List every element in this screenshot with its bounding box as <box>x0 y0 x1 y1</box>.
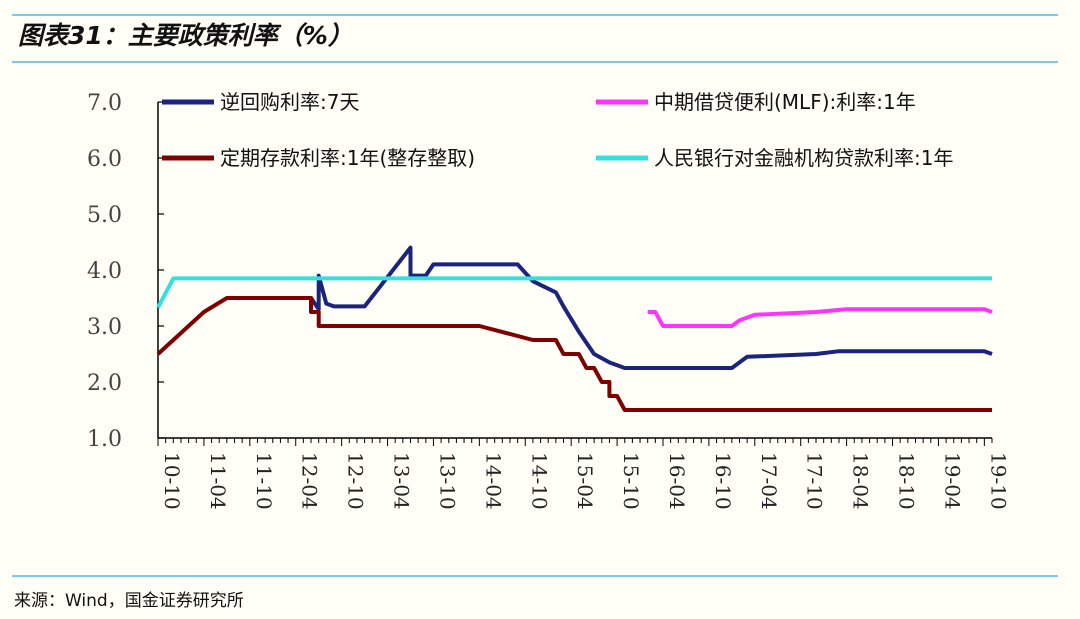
x-tick-label: 16-10 <box>711 452 735 510</box>
y-tick-label: 6.0 <box>87 147 122 172</box>
x-tick-label: 18-10 <box>895 452 919 510</box>
x-tick-label: 11-10 <box>252 452 276 510</box>
y-tick-label: 2.0 <box>87 371 122 396</box>
y-tick-label: 4.0 <box>87 259 122 284</box>
chart-title: 图表31：主要政策利率（%） <box>18 21 353 50</box>
series-line-2 <box>647 307 993 328</box>
x-tick-label: 15-04 <box>573 452 597 510</box>
series-line-4 <box>156 276 992 309</box>
x-tick-label: 12-04 <box>298 452 322 510</box>
x-tick-label: 14-04 <box>481 452 505 510</box>
legend-label-4: 人民银行对金融机构贷款利率:1年 <box>654 146 953 170</box>
x-tick-label: 19-10 <box>986 452 1010 510</box>
x-tick-label: 13-04 <box>390 452 414 510</box>
x-tick-label: 15-10 <box>619 452 643 510</box>
x-tick-label: 14-10 <box>527 452 551 510</box>
x-tick-label: 18-04 <box>849 452 873 510</box>
x-tick-label: 19-04 <box>940 452 964 510</box>
series-line-3 <box>156 296 992 412</box>
y-tick-label: 1.0 <box>87 427 122 452</box>
x-tick-label: 17-04 <box>757 452 781 510</box>
x-tick-label: 17-10 <box>803 452 827 510</box>
x-tick-label: 10-10 <box>160 452 184 510</box>
legend-label-3: 定期存款利率:1年(整存整取) <box>220 146 475 170</box>
y-tick-label: 7.0 <box>87 91 122 116</box>
legend-label-1: 逆回购利率:7天 <box>220 90 359 114</box>
x-tick-label: 11-04 <box>206 452 230 510</box>
bottom-rule <box>12 575 1058 577</box>
x-tick-label: 12-10 <box>344 452 368 510</box>
series-line-1 <box>309 245 993 370</box>
y-tick-label: 5.0 <box>87 203 122 228</box>
x-tick-label: 13-10 <box>435 452 459 510</box>
top-rule <box>12 14 1058 16</box>
x-tick-label: 16-04 <box>665 452 689 510</box>
y-tick-label: 3.0 <box>87 315 122 340</box>
title-rule <box>12 61 1058 63</box>
legend-label-2: 中期借贷便利(MLF):利率:1年 <box>654 90 916 114</box>
source-note: 来源：Wind，国金证券研究所 <box>14 591 244 611</box>
